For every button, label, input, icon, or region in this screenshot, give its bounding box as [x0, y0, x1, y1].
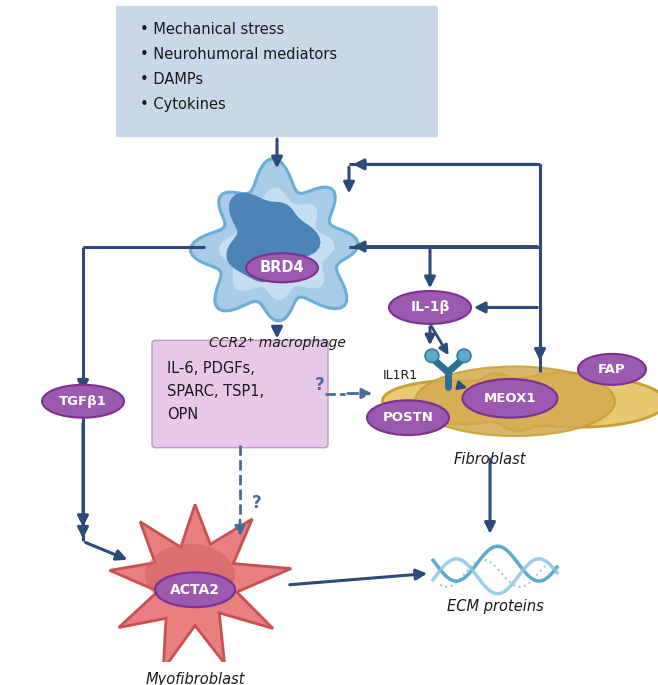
Text: TGFβ1: TGFβ1 — [59, 395, 107, 408]
Polygon shape — [226, 193, 320, 282]
Polygon shape — [382, 373, 658, 431]
Polygon shape — [110, 504, 291, 669]
Ellipse shape — [246, 253, 318, 282]
Text: POSTN: POSTN — [382, 411, 434, 424]
Text: ?: ? — [252, 494, 262, 512]
Ellipse shape — [463, 379, 557, 418]
Ellipse shape — [367, 400, 449, 435]
Polygon shape — [218, 188, 335, 299]
Polygon shape — [190, 159, 358, 321]
Text: IL-6, PDGFs,: IL-6, PDGFs, — [167, 360, 255, 375]
Text: ?: ? — [315, 376, 325, 394]
Text: Myofibroblast: Myofibroblast — [145, 672, 245, 685]
FancyBboxPatch shape — [116, 5, 438, 137]
Text: Fibroblast: Fibroblast — [454, 453, 526, 467]
Text: SPARC, TSP1,: SPARC, TSP1, — [167, 384, 264, 399]
Text: ECM proteins: ECM proteins — [447, 599, 544, 614]
Text: ACTA2: ACTA2 — [170, 583, 220, 597]
Ellipse shape — [145, 544, 235, 607]
Text: • Mechanical stress: • Mechanical stress — [140, 21, 284, 36]
Text: FAP: FAP — [598, 363, 626, 376]
Ellipse shape — [42, 385, 124, 418]
Circle shape — [457, 349, 471, 362]
Text: • DAMPs: • DAMPs — [140, 72, 203, 87]
Circle shape — [425, 349, 439, 362]
Ellipse shape — [389, 291, 471, 324]
Ellipse shape — [155, 573, 235, 607]
Text: MEOX1: MEOX1 — [484, 392, 536, 405]
Text: IL1R1: IL1R1 — [383, 369, 418, 382]
Text: CCR2⁺ macrophage: CCR2⁺ macrophage — [209, 336, 345, 351]
Ellipse shape — [578, 354, 646, 385]
Text: IL-1β: IL-1β — [411, 301, 449, 314]
Text: • Neurohumoral mediators: • Neurohumoral mediators — [140, 47, 337, 62]
Ellipse shape — [415, 366, 615, 436]
FancyBboxPatch shape — [152, 340, 328, 448]
Text: BRD4: BRD4 — [260, 260, 304, 275]
Text: • Cytokines: • Cytokines — [140, 97, 226, 112]
Text: OPN: OPN — [167, 407, 198, 422]
